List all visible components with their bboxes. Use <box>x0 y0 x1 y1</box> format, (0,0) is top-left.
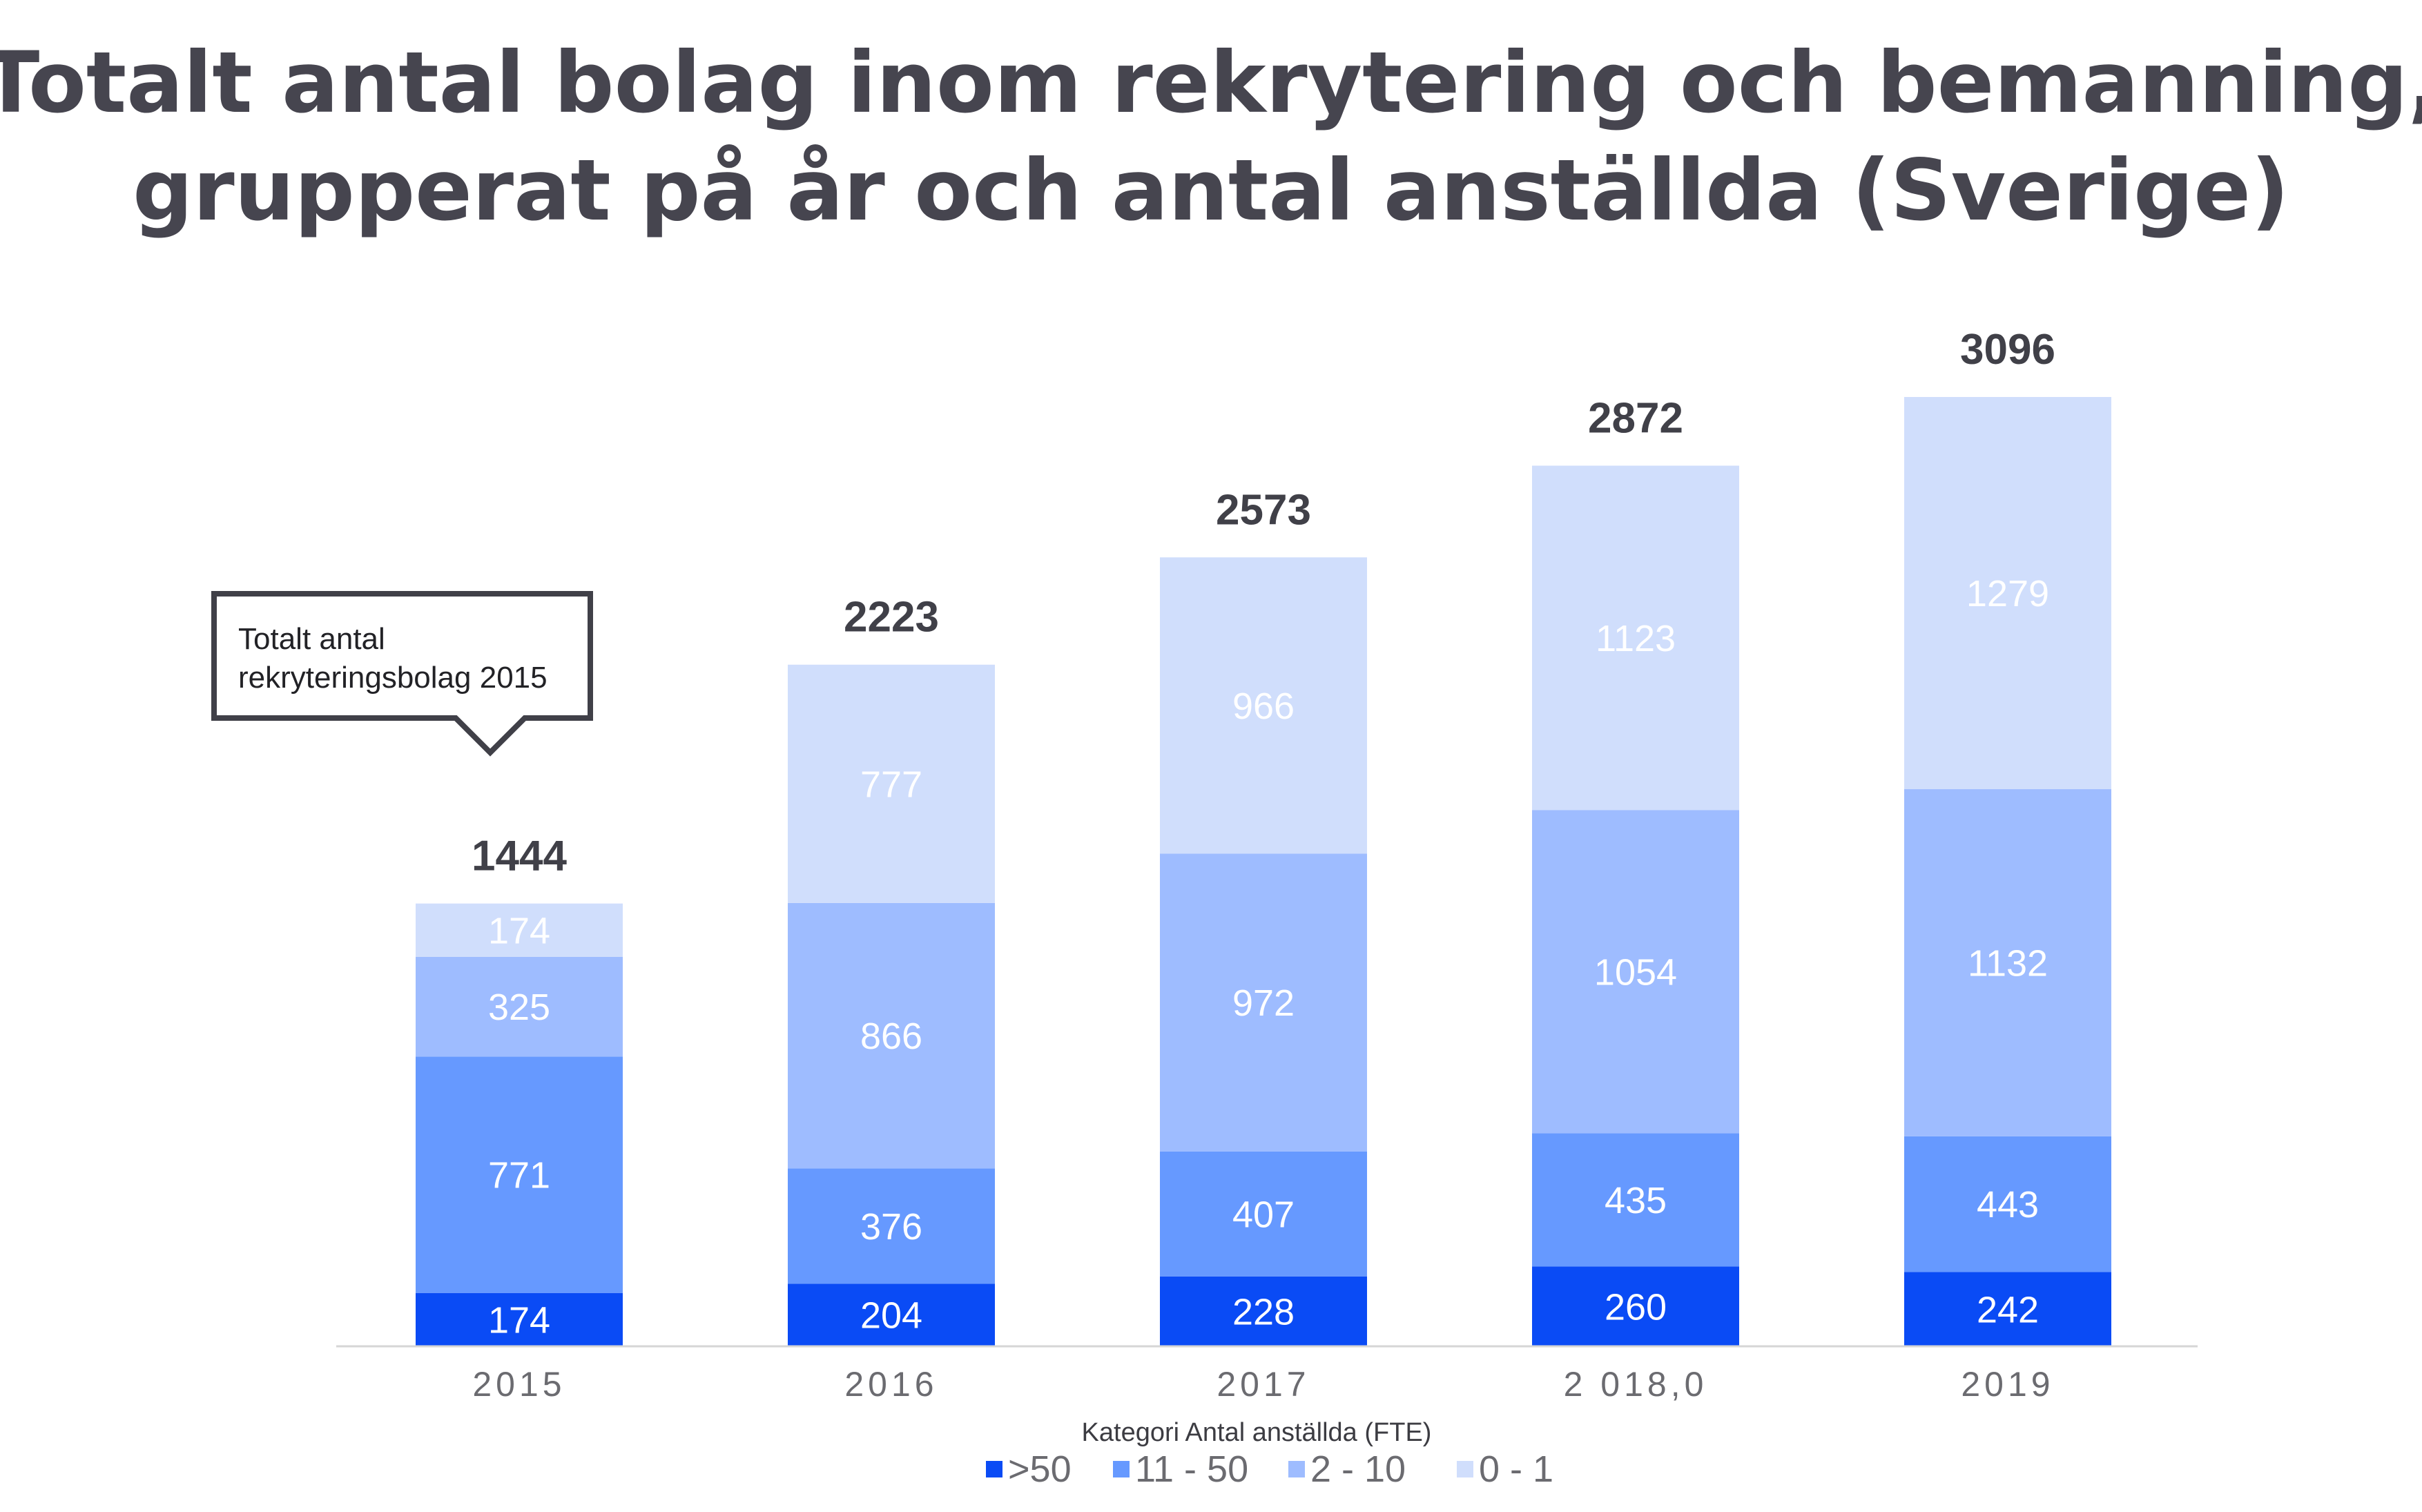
bar-segment <box>1532 1133 1739 1267</box>
bar-segment <box>788 664 995 903</box>
bar-segment <box>1904 789 2111 1136</box>
callout-line-1: Totalt antal <box>238 622 385 656</box>
bar-segment <box>788 1283 995 1346</box>
data-label: 204 <box>860 1295 922 1337</box>
legend-swatch <box>1113 1461 1130 1477</box>
total-label: 2872 <box>1588 394 1683 442</box>
data-label: 1054 <box>1594 951 1677 993</box>
callout-line-2: rekryteringsbolag 2015 <box>238 661 548 695</box>
data-label: 1132 <box>1968 942 2048 984</box>
bar-segment <box>1160 557 1367 854</box>
bar-segment <box>1160 1151 1367 1277</box>
bar-segment <box>416 956 623 1057</box>
total-label: 2573 <box>1216 486 1311 534</box>
bar-segment <box>416 903 623 957</box>
bars: 174 771 325 174 1444 204 376 866 777 2223 228 407 97… <box>416 326 2111 1346</box>
bar-segment <box>1532 465 1739 811</box>
x-tick-label: 2016 <box>844 1365 938 1404</box>
data-label: 376 <box>860 1206 922 1248</box>
bar-stack: 260 435 1054 1123 <box>1532 465 1739 1346</box>
bar-stack: 228 407 972 966 <box>1160 557 1367 1346</box>
legend-label: >50 <box>1008 1448 1072 1490</box>
x-axis-title: Kategori Antal anställda (FTE) <box>1082 1418 1432 1447</box>
legend-label: 2 - 10 <box>1310 1448 1406 1490</box>
data-label: 443 <box>1977 1184 2039 1225</box>
data-label: 866 <box>860 1016 922 1057</box>
bar-segment <box>1160 853 1367 1152</box>
x-tick-label: 2017 <box>1217 1365 1310 1404</box>
legend-item: 11 - 50 <box>1113 1448 1248 1490</box>
bar-segment <box>1904 397 2111 790</box>
bar-segment <box>416 1056 623 1293</box>
bar-segment <box>1904 1136 2111 1272</box>
legend: >50 11 - 50 2 - 10 0 - 1 <box>986 1448 1553 1490</box>
data-label: 242 <box>1977 1289 2039 1330</box>
data-label: 435 <box>1605 1180 1667 1221</box>
data-label: 777 <box>860 764 922 805</box>
legend-label: 0 - 1 <box>1479 1448 1553 1490</box>
data-label: 1279 <box>1966 573 2049 614</box>
legend-swatch <box>986 1461 1002 1477</box>
bar-stack: 174 771 325 174 <box>416 903 623 1346</box>
callout-box <box>211 591 593 757</box>
x-tick-label: 2015 <box>472 1365 565 1404</box>
chart-title-line-2: grupperat på år och antal anställda (Sve… <box>133 142 2289 240</box>
x-tick-label: 2019 <box>1961 1365 2054 1404</box>
legend-label: 11 - 50 <box>1135 1448 1248 1490</box>
data-label: 174 <box>488 910 550 951</box>
bar-segment <box>1532 1266 1739 1346</box>
bar-segment <box>1160 1276 1367 1346</box>
total-label: 2223 <box>844 594 939 641</box>
bar-segment <box>788 902 995 1169</box>
total-label: 3096 <box>1960 326 2055 374</box>
x-tick-label: 2 018,0 <box>1564 1365 1708 1404</box>
legend-swatch <box>1457 1461 1473 1477</box>
data-label: 771 <box>488 1155 550 1196</box>
data-label: 966 <box>1232 686 1295 727</box>
chart-title-line-1: Totalt antal bolag inom rekrytering och … <box>0 34 2422 132</box>
data-label: 407 <box>1232 1194 1295 1235</box>
bar-segment <box>1532 810 1739 1134</box>
total-label: 1444 <box>472 833 567 880</box>
data-label: 174 <box>488 1299 550 1341</box>
data-label: 1123 <box>1596 618 1676 659</box>
legend-item: 2 - 10 <box>1288 1448 1406 1490</box>
bar-segment <box>788 1168 995 1284</box>
legend-swatch <box>1288 1461 1305 1477</box>
data-label: 972 <box>1232 982 1295 1024</box>
data-label: 228 <box>1232 1291 1295 1332</box>
bar-stack: 242 443 1132 1279 <box>1904 397 2111 1346</box>
data-label: 260 <box>1605 1286 1667 1328</box>
bar-segment <box>416 1292 623 1346</box>
callout: Totalt antal rekryteringsbolag 2015 <box>211 591 593 757</box>
bar-segment <box>1904 1272 2111 1346</box>
data-label: 325 <box>488 987 550 1028</box>
x-axis-ticks: 2015 2016 2017 2 018,0 2019 <box>472 1365 2054 1404</box>
legend-item: 0 - 1 <box>1457 1448 1553 1490</box>
legend-item: >50 <box>986 1448 1072 1490</box>
bar-stack: 204 376 866 777 <box>788 664 995 1346</box>
